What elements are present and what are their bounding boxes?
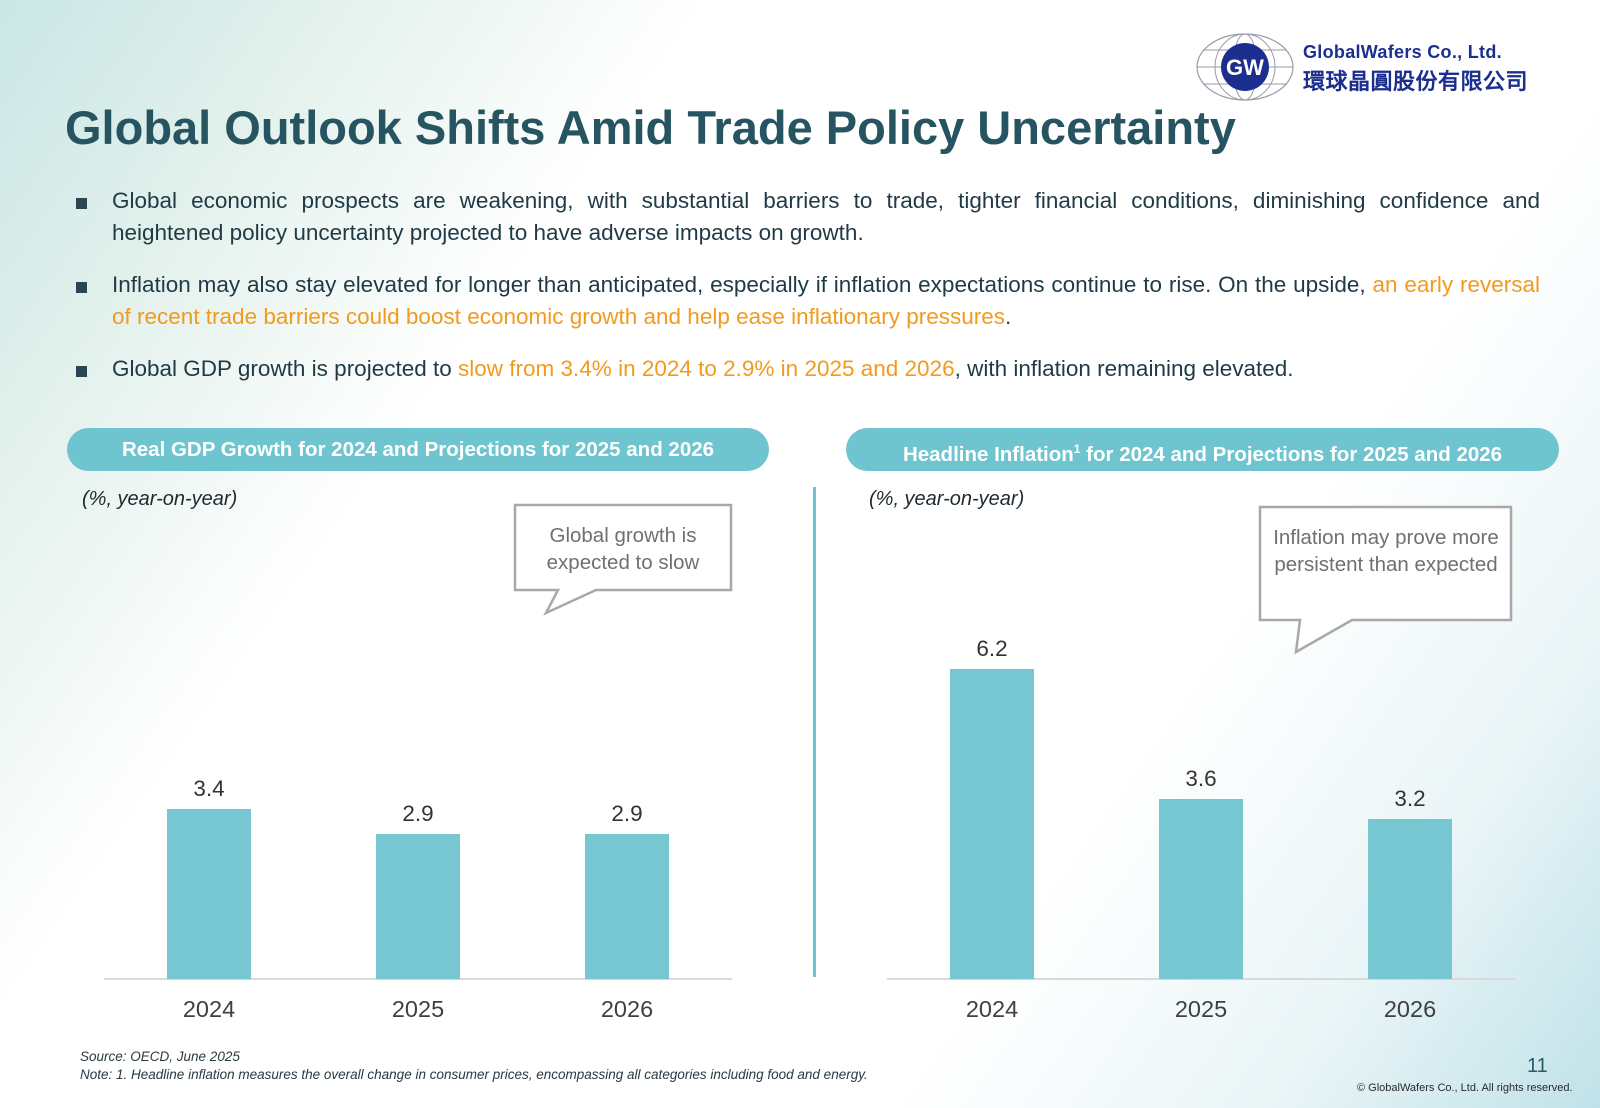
inflation-unit-label: (%, year-on-year) <box>869 488 1025 510</box>
highlight-text: slow from 3.4% in 2024 to 2.9% in 2025 a… <box>458 356 955 381</box>
bar-2024 <box>950 669 1034 979</box>
data-label-2024: 6.2 <box>976 636 1007 661</box>
gdp-chart-title-pill: Real GDP Growth for 2024 and Projections… <box>67 428 769 471</box>
bar-2026 <box>1368 819 1452 979</box>
x-tick-label-2026: 2026 <box>1384 996 1436 1022</box>
bullet-text: Global economic prospects are weakening,… <box>112 188 1540 245</box>
bullet-item: Inflation may also stay elevated for lon… <box>72 269 1540 333</box>
gdp-callout-text: Global growth is expected to slow <box>546 524 700 574</box>
bar-2026 <box>585 834 669 979</box>
data-label-2025: 2.9 <box>402 801 433 826</box>
inflation-chart-title-pill: Headline Inflation1 for 2024 and Project… <box>846 428 1559 471</box>
bullet-item: Global economic prospects are weakening,… <box>72 185 1540 249</box>
page-title: Global Outlook Shifts Amid Trade Policy … <box>65 101 1236 154</box>
logo-monogram: GW <box>1226 55 1264 80</box>
bullet-item: Global GDP growth is projected to slow f… <box>72 353 1540 385</box>
footer-notes: Source: OECD, June 2025 Note: 1. Headlin… <box>80 1048 868 1084</box>
bullet-text: Inflation may also stay elevated for lon… <box>112 272 1373 297</box>
source-note: Source: OECD, June 2025 <box>80 1049 240 1064</box>
data-label-2026: 3.2 <box>1394 786 1425 811</box>
company-logo: GW GlobalWafers Co., Ltd. 環球晶圓股份有限公司 <box>1195 32 1535 102</box>
page-number: 11 <box>1527 1055 1548 1077</box>
footnote: Note: 1. Headline inflation measures the… <box>80 1067 868 1082</box>
data-label-2025: 3.6 <box>1185 766 1216 791</box>
chart-divider <box>813 487 816 977</box>
x-tick-label-2025: 2025 <box>392 996 444 1022</box>
data-label-2026: 2.9 <box>611 801 642 826</box>
inflation-chart-title: Headline Inflation <box>902 443 1074 466</box>
logo-name-zh: 環球晶圓股份有限公司 <box>1303 69 1529 94</box>
bar-2024 <box>167 809 251 979</box>
x-tick-label-2024: 2024 <box>966 996 1018 1022</box>
bar-2025 <box>376 834 460 979</box>
gdp-unit-label: (%, year-on-year) <box>82 488 238 510</box>
logo-name-en: GlobalWafers Co., Ltd. <box>1303 42 1502 62</box>
highlight-text: an early reversal of recent trade barrie… <box>112 272 1540 329</box>
gdp-chart-title: Real GDP Growth for 2024 and Projections… <box>121 438 715 461</box>
data-label-2024: 3.4 <box>193 776 224 801</box>
copyright: © GlobalWafers Co., Ltd. All rights rese… <box>1357 1082 1573 1094</box>
footnote-marker: 1 <box>1073 442 1081 456</box>
inflation-callout-text: Inflation may prove more persistent than… <box>1273 526 1499 576</box>
bullet-text: Global GDP growth is projected to <box>112 356 459 381</box>
bullet-list: Global economic prospects are weakening,… <box>72 185 1540 405</box>
x-tick-label-2024: 2024 <box>183 996 235 1022</box>
globe-logo-icon: GW <box>1196 33 1294 101</box>
inflation-chart-title-suffix: for 2024 and Projections for 2025 and 20… <box>1080 443 1503 466</box>
bullet-text: . <box>1005 304 1012 329</box>
x-tick-label-2026: 2026 <box>601 996 653 1022</box>
bar-2025 <box>1159 799 1243 979</box>
bullet-text: , with inflation remaining elevated. <box>954 356 1294 381</box>
x-tick-label-2025: 2025 <box>1175 996 1227 1022</box>
